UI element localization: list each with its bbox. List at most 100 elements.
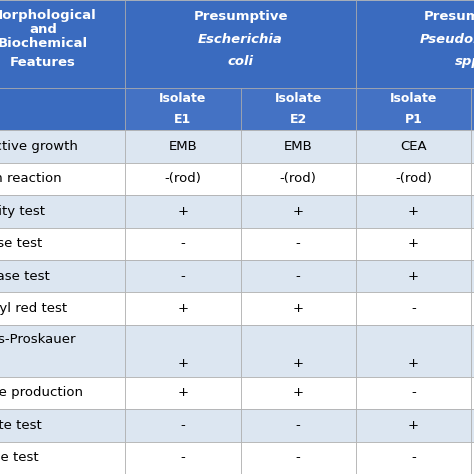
Bar xyxy=(356,377,471,409)
Text: Escherichia: Escherichia xyxy=(198,33,283,46)
Text: Isolate: Isolate xyxy=(390,92,438,105)
Text: Isolate: Isolate xyxy=(159,92,207,105)
Text: Motility test: Motility test xyxy=(0,205,45,218)
Text: -(rod): -(rod) xyxy=(280,173,317,185)
Text: EMB: EMB xyxy=(169,140,197,153)
Bar xyxy=(0,163,125,195)
Bar xyxy=(241,130,356,163)
Bar xyxy=(356,228,471,260)
Bar xyxy=(0,260,125,292)
Text: -: - xyxy=(411,386,416,400)
Bar xyxy=(0,377,125,409)
Text: -: - xyxy=(411,302,416,315)
Bar xyxy=(125,442,241,474)
Text: Gram reaction: Gram reaction xyxy=(0,173,62,185)
Bar xyxy=(241,195,356,228)
Bar xyxy=(356,0,474,88)
Text: Nitrate test: Nitrate test xyxy=(0,419,42,432)
Text: +: + xyxy=(177,386,188,400)
Bar xyxy=(125,260,241,292)
Text: +: + xyxy=(293,357,304,370)
Bar xyxy=(0,88,125,130)
Text: -: - xyxy=(296,270,301,283)
Bar xyxy=(125,325,241,377)
Bar xyxy=(125,0,356,88)
Text: +: + xyxy=(177,205,188,218)
Text: Isolate: Isolate xyxy=(274,92,322,105)
Text: Urease test: Urease test xyxy=(0,237,42,250)
Bar xyxy=(125,292,241,325)
Bar xyxy=(0,292,125,325)
Bar xyxy=(241,88,356,130)
Text: +: + xyxy=(293,205,304,218)
Bar xyxy=(356,260,471,292)
Bar xyxy=(356,88,471,130)
Text: E1: E1 xyxy=(174,113,191,126)
Text: Features: Features xyxy=(10,56,76,69)
Bar xyxy=(471,442,474,474)
Bar xyxy=(241,442,356,474)
Text: -: - xyxy=(181,237,185,250)
Text: +: + xyxy=(293,386,304,400)
Bar xyxy=(356,325,471,377)
Text: EMB: EMB xyxy=(284,140,313,153)
Bar xyxy=(356,195,471,228)
Bar xyxy=(241,228,356,260)
Bar xyxy=(471,292,474,325)
Text: -(rod): -(rod) xyxy=(395,173,432,185)
Text: Morphological: Morphological xyxy=(0,9,96,22)
Text: +: + xyxy=(408,205,419,218)
Text: +: + xyxy=(293,302,304,315)
Text: -(rod): -(rod) xyxy=(164,173,201,185)
Bar xyxy=(125,195,241,228)
Text: +: + xyxy=(408,237,419,250)
Text: -: - xyxy=(181,270,185,283)
Bar xyxy=(471,325,474,377)
Text: E2: E2 xyxy=(290,113,307,126)
Text: Selective growth: Selective growth xyxy=(0,140,78,153)
Bar xyxy=(125,228,241,260)
Bar xyxy=(471,260,474,292)
Text: Pseudomonas: Pseudomonas xyxy=(419,33,474,46)
Bar xyxy=(356,130,471,163)
Text: Presumptive: Presumptive xyxy=(424,10,474,23)
Bar xyxy=(471,409,474,442)
Bar xyxy=(356,163,471,195)
Bar xyxy=(0,442,125,474)
Text: and: and xyxy=(29,23,57,36)
Bar xyxy=(471,130,474,163)
Text: Methyl red test: Methyl red test xyxy=(0,302,67,315)
Bar xyxy=(0,130,125,163)
Bar xyxy=(241,409,356,442)
Text: +: + xyxy=(177,357,188,370)
Bar xyxy=(241,292,356,325)
Bar xyxy=(356,409,471,442)
Text: -: - xyxy=(181,451,185,465)
Bar xyxy=(471,88,474,130)
Bar xyxy=(125,163,241,195)
Bar xyxy=(125,377,241,409)
Bar xyxy=(0,228,125,260)
Text: +: + xyxy=(408,357,419,370)
Text: Voges-Proskauer: Voges-Proskauer xyxy=(0,333,76,346)
Text: CEA: CEA xyxy=(400,140,427,153)
Bar xyxy=(241,260,356,292)
Bar xyxy=(356,292,471,325)
Text: -: - xyxy=(411,451,416,465)
Bar xyxy=(0,0,125,88)
Bar xyxy=(241,325,356,377)
Bar xyxy=(471,163,474,195)
Bar xyxy=(125,409,241,442)
Bar xyxy=(471,377,474,409)
Text: spp.: spp. xyxy=(456,55,474,68)
Bar xyxy=(125,130,241,163)
Text: -: - xyxy=(296,237,301,250)
Text: coli: coli xyxy=(228,55,254,68)
Bar xyxy=(125,88,241,130)
Bar xyxy=(356,442,471,474)
Bar xyxy=(241,377,356,409)
Text: Indole production: Indole production xyxy=(0,386,83,400)
Text: -: - xyxy=(296,451,301,465)
Text: +: + xyxy=(177,302,188,315)
Bar xyxy=(241,163,356,195)
